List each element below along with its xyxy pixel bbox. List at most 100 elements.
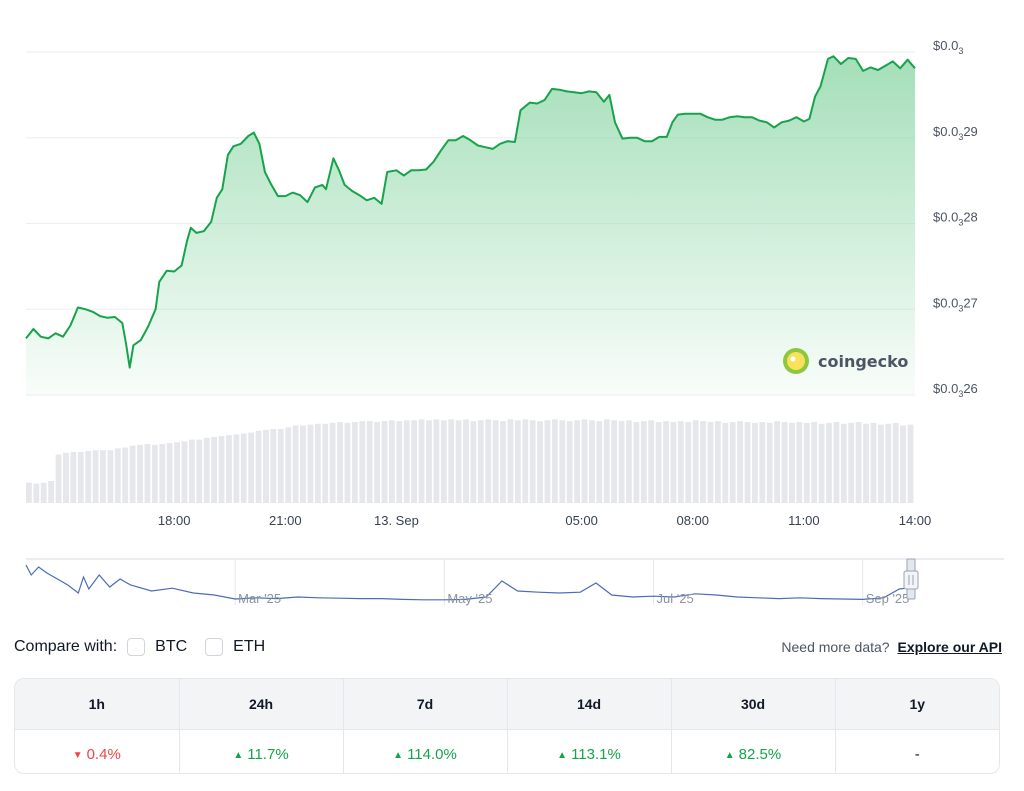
volume-bar [581,419,588,503]
volume-bar [240,433,247,503]
api-prompt-text: Need more data? [781,639,890,655]
volume-bar [826,422,832,503]
performance-table: 1h 24h 7d 14d 30d 1y ▼ 0.4% ▲ 11.7% ▲ 114.0… [14,678,1000,774]
y-tick-label: $0.0327 [933,295,978,313]
volume-bar [70,451,77,503]
volume-bar [633,422,640,503]
change-14d-value: 113.1% [571,745,621,763]
compare-btc-checkbox[interactable]: BTC [127,638,187,656]
volume-bar [840,423,847,503]
volume-bar [100,450,106,503]
volume-bar [263,429,269,503]
volume-bar [403,420,410,503]
volume-bar [566,421,573,503]
explore-api-link[interactable]: Explore our API [897,639,1002,655]
volume-bar [300,425,306,503]
volume-bar [270,429,277,503]
navigator-handle[interactable] [903,558,919,600]
volume-bar [559,420,566,503]
volume-bar [722,422,729,503]
change-1h-cell: ▼ 0.4% [15,729,180,773]
volume-bar [670,422,677,503]
volume-bar [818,423,825,503]
volume-bar [374,422,380,503]
volume-bar [174,442,180,503]
caret-up-icon: ▲ [233,749,244,761]
eth-checkbox-box[interactable] [205,638,224,656]
volume-bar [366,421,373,503]
caret-down-icon: ▼ [72,749,83,761]
change-7d-value: 114.0% [407,745,457,763]
volume-bar [892,422,899,503]
volume-bar [752,422,758,503]
caret-up-icon: ▲ [557,749,568,761]
volume-bar [640,421,647,503]
volume-bar [196,439,203,503]
change-14d-cell: ▲ 113.1% [507,729,672,773]
volume-bar [522,419,529,503]
performance-header-row: 1h 24h 7d 14d 30d 1y [15,679,999,730]
volume-bar [159,444,166,503]
volume-bar [574,420,581,503]
change-1y-cell: - [835,729,999,773]
change-24h-value: 11.7% [247,745,289,763]
volume-bar [470,421,477,503]
volume-bar [596,421,603,503]
period-24h-header: 24h [179,679,344,730]
volume-bars [26,419,914,503]
navigator-line [25,564,910,601]
price-chart[interactable]: $0.0326 $0.0327 $0.0328 $0.0329 $0.03 18:00 2… [0,0,1024,540]
volume-bar [351,422,358,503]
volume-bar [48,481,55,503]
volume-bar [603,419,610,503]
volume-bar [233,434,240,503]
volume-bar [855,422,862,503]
volume-bar [611,420,618,503]
volume-bar [544,420,551,503]
volume-bar [203,437,210,503]
volume-bar [626,420,632,503]
navigator-chart[interactable]: Mar '25 May '25 Jul '25 Sep '25 [0,555,1024,610]
volume-bar [314,423,321,503]
volume-bar [107,450,114,503]
volume-bar [877,424,884,503]
volume-bar [529,420,536,503]
volume-bar [433,419,440,503]
period-7d-header: 7d [343,679,508,730]
volume-bar [796,422,803,503]
volume-bar [648,420,655,503]
volume-bar [463,419,469,503]
gecko-logo-eye [790,356,796,362]
volume-bar [248,432,255,503]
volume-bar [255,430,262,503]
volume-bar [485,419,492,503]
volume-bar [92,450,99,503]
period-14d-header: 14d [507,679,672,730]
volume-bar [114,448,121,503]
volume-bar [418,419,425,503]
change-7d-cell: ▲ 114.0% [343,729,508,773]
period-30d-header: 30d [671,679,836,730]
volume-bar [277,429,284,503]
volume-bar [885,423,892,503]
btc-checkbox-box[interactable] [127,638,146,656]
volume-bar [907,424,914,503]
volume-bar [151,444,158,503]
gecko-logo-inner [787,352,805,370]
volume-bar [122,447,129,503]
x-tick-label: 21:00 [269,513,302,528]
api-prompt: Need more data? Explore our API [781,639,1002,655]
volume-bar [322,423,329,503]
y-tick-label: $0.03 [933,38,963,56]
compare-eth-checkbox[interactable]: ETH [205,638,265,656]
caret-up-icon: ▲ [724,749,735,761]
volume-bar [55,454,62,503]
volume-bar [77,451,84,503]
volume-bar [863,423,869,503]
navigator-label: Mar '25 [238,591,281,606]
volume-bar [729,422,736,503]
x-axis-labels: 18:00 21:00 13. Sep 05:00 08:00 11:00 14:00 [158,513,931,528]
volume-bar [870,422,877,503]
volume-bar [500,421,506,503]
volume-bar [396,421,403,503]
